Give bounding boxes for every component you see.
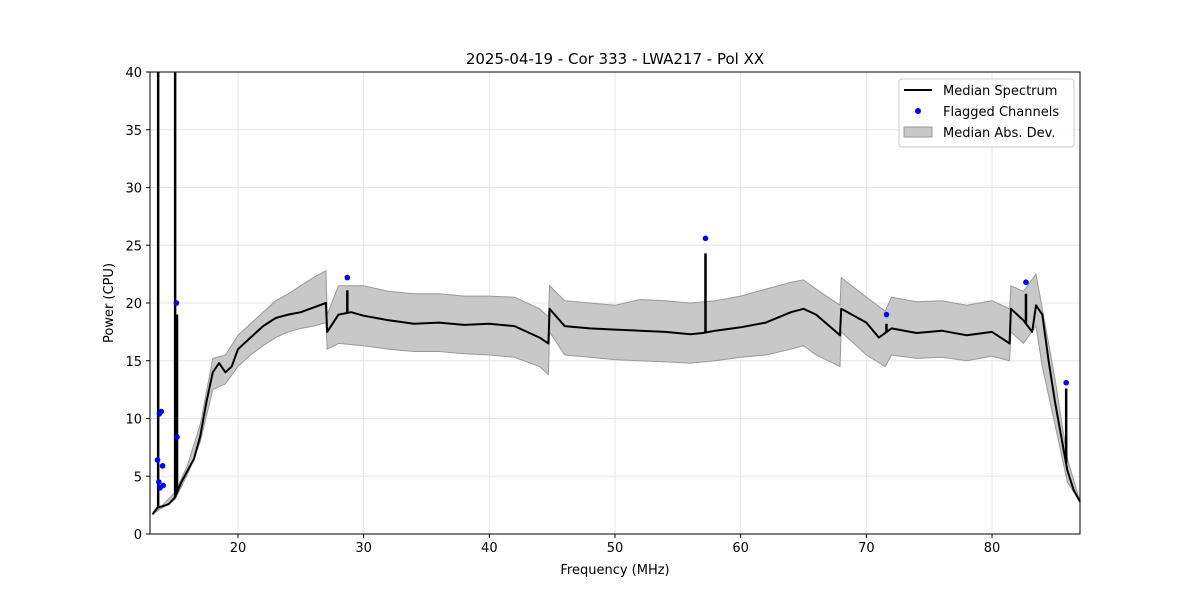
x-axis-ticks: 20 30 40 50 60 70 80 xyxy=(230,534,1001,556)
flagged-channel-point xyxy=(1023,279,1029,286)
x-tick-label: 70 xyxy=(858,541,875,556)
flagged-channel-point xyxy=(160,482,166,489)
x-tick-label: 60 xyxy=(732,541,749,556)
y-tick-label: 15 xyxy=(125,355,142,370)
legend-label-median-abs-dev: Median Abs. Dev. xyxy=(943,126,1055,141)
y-axis-label: Power (CPU) xyxy=(102,263,117,343)
flagged-channel-point xyxy=(155,479,162,485)
flagged-channel-point xyxy=(1063,379,1069,386)
x-tick-label: 30 xyxy=(355,541,372,556)
flagged-channel-point xyxy=(159,463,166,469)
x-axis-label: Frequency (MHz) xyxy=(560,563,669,578)
legend: Median Spectrum Flagged Channels Median … xyxy=(898,78,1075,148)
flagged-channel-point xyxy=(154,457,161,463)
y-axis-ticks: 0 5 10 15 20 25 30 35 40 xyxy=(125,66,150,543)
spike-layer xyxy=(156,72,1068,508)
legend-label-flagged-channels: Flagged Channels xyxy=(943,105,1059,120)
y-tick-label: 40 xyxy=(125,66,142,81)
flagged-channel-point xyxy=(344,274,351,281)
legend-point-swatch xyxy=(915,108,921,114)
y-tick-label: 0 xyxy=(134,528,142,543)
y-tick-label: 20 xyxy=(125,297,142,312)
y-tick-label: 10 xyxy=(125,413,142,428)
flagged-points-layer xyxy=(154,235,1069,491)
y-tick-label: 25 xyxy=(125,239,142,254)
legend-band-swatch xyxy=(903,126,933,138)
y-tick-label: 35 xyxy=(125,124,142,139)
flagged-channel-point xyxy=(173,300,180,306)
median-spectrum-line xyxy=(151,302,1081,515)
flagged-channel-point xyxy=(174,434,180,440)
median-line-layer xyxy=(151,302,1081,515)
y-tick-label: 30 xyxy=(125,182,142,197)
x-tick-label: 40 xyxy=(481,541,498,556)
legend-box xyxy=(898,78,1075,148)
flagged-channel-point xyxy=(702,235,709,242)
flagged-channel-point xyxy=(156,411,163,417)
chart-title: 2025-04-19 - Cor 333 - LWA217 - Pol XX xyxy=(466,50,764,68)
x-tick-label: 20 xyxy=(230,541,247,556)
y-tick-label: 5 xyxy=(134,470,142,485)
flagged-channel-point xyxy=(883,311,890,318)
x-tick-label: 80 xyxy=(984,541,1001,556)
x-tick-label: 50 xyxy=(607,541,624,556)
legend-label-median-spectrum: Median Spectrum xyxy=(943,84,1057,99)
